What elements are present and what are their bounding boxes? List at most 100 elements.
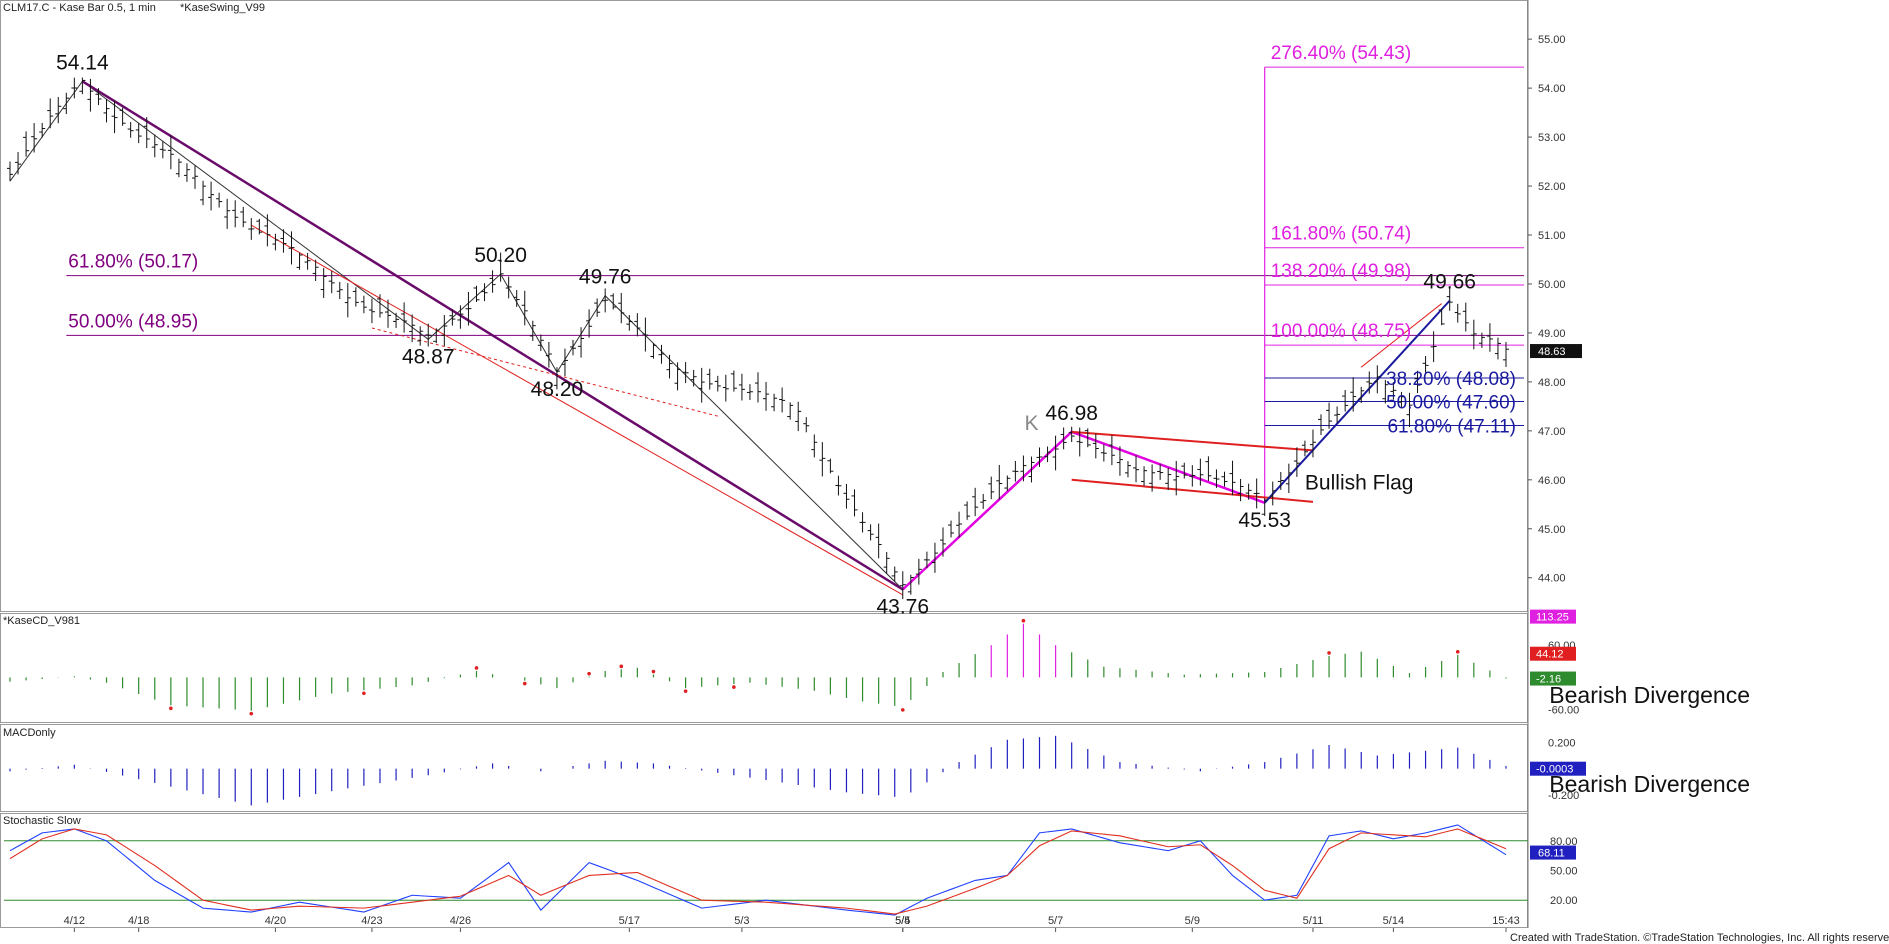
price-bar: [183, 163, 190, 182]
price-bar: [1350, 377, 1357, 412]
price-bar: [779, 387, 786, 413]
price-bar: [489, 270, 496, 293]
symbol-title: CLM17.C - Kase Bar 0.5, 1 min: [3, 2, 156, 14]
panel-frame-2: [0, 724, 1528, 812]
price-tick-label: 55.00: [1538, 34, 1566, 46]
price-bar: [1334, 406, 1341, 424]
price-bar: [714, 375, 721, 392]
price-bar: [755, 372, 761, 403]
price-tick-label: 51.00: [1538, 230, 1566, 242]
kasecd-peak-dot: [683, 689, 688, 693]
price-bar: [666, 354, 673, 379]
x-tick-label: 5/4: [895, 915, 910, 927]
study-title: *KaseSwing_V99: [180, 2, 265, 14]
macd-tick-label: 0.200: [1548, 737, 1576, 749]
price-bar: [1068, 426, 1075, 443]
downtrend-line: [81, 80, 904, 591]
price-bar: [417, 326, 424, 346]
kasecd-tick-label: -60.00: [1548, 705, 1579, 717]
price-bar: [111, 100, 118, 134]
x-tick-label: 4/12: [64, 915, 85, 927]
stochastic-line-D: [9, 828, 1507, 915]
price-bar: [143, 117, 150, 149]
price-bar: [843, 483, 850, 509]
price-bar: [827, 458, 834, 474]
price-bar: [1092, 433, 1099, 459]
price-bar: [1036, 447, 1043, 467]
x-tick-label: 5/14: [1383, 915, 1404, 927]
price-bar: [1438, 308, 1445, 326]
price-bar: [1012, 460, 1019, 482]
price-bar: [763, 381, 770, 411]
price-bar: [650, 343, 657, 359]
uptrend-line: [1263, 299, 1451, 504]
price-bar: [264, 214, 271, 247]
price-bar: [1318, 414, 1325, 436]
price-bar: [481, 283, 488, 302]
price-bar: [1100, 444, 1107, 462]
x-tick-label: 4/20: [265, 915, 286, 927]
price-bar: [795, 401, 802, 432]
x-tick-label: 4/18: [128, 915, 149, 927]
price-bar: [135, 122, 142, 144]
price-bar: [1326, 402, 1333, 429]
price-bar: [433, 328, 440, 344]
price-bar: [618, 292, 625, 324]
price-bar: [71, 77, 78, 99]
kasecd-value-label: 113.25: [1536, 612, 1569, 624]
fib-blue-label: 38.20% (48.08): [1386, 369, 1516, 390]
x-tick-label: 4/26: [450, 915, 471, 927]
swing-label: 46.98: [1045, 402, 1098, 425]
price-tick-label: 50.00: [1538, 279, 1566, 291]
fib-extension-label: 276.40% (54.43): [1271, 43, 1412, 64]
price-bar: [159, 141, 166, 159]
fibonacci-lines: [66, 66, 1524, 503]
price-bar: [634, 313, 641, 337]
price-bar: [1390, 382, 1397, 400]
price-bar: [1494, 337, 1501, 360]
kasecd-peak-dot: [1455, 650, 1460, 654]
price-bar: [497, 252, 504, 282]
price-bar: [578, 327, 585, 358]
price-bar: [79, 77, 86, 95]
price-bar: [939, 527, 946, 557]
price-bar: [1076, 427, 1083, 457]
swing-label: 49.66: [1423, 271, 1476, 294]
price-bar: [923, 551, 930, 569]
price-bar: [224, 198, 231, 229]
price-bar: [1454, 303, 1461, 323]
x-tick-label: 5/5: [895, 915, 910, 927]
panel-frame-0: [0, 0, 1528, 612]
price-bar: [706, 368, 713, 390]
price-labels: 61.80% (50.17) 50.00% (48.95) 276.40% (54.…: [56, 43, 1516, 618]
price-bar: [1229, 460, 1236, 496]
kasecd-peak-dot: [900, 708, 905, 712]
price-bar: [1044, 446, 1051, 463]
price-bars: [7, 77, 1509, 600]
price-bar: [216, 192, 223, 208]
price-bar: [570, 339, 577, 356]
kasecd-panel-title: *KaseCD_V981: [3, 615, 80, 627]
price-bar: [722, 374, 729, 402]
price-bar: [360, 295, 367, 314]
price-bar: [545, 341, 552, 368]
price-bar: [256, 218, 263, 235]
price-bar: [730, 370, 737, 392]
panel-frame-1: [0, 613, 1528, 723]
price-bar: [336, 281, 343, 300]
price-bar: [1301, 440, 1308, 457]
kasecd-peak-dot: [362, 691, 366, 696]
macd-value-label: -0.0003: [1536, 764, 1573, 776]
price-bar: [7, 161, 13, 182]
x-tick-label: 15:43: [1492, 915, 1520, 927]
price-bar: [690, 369, 697, 387]
price-bar: [513, 289, 520, 307]
price-bar: [175, 158, 182, 178]
dashed-red-line: [371, 327, 718, 417]
kasecd-divergence-annotation: Bearish Divergence: [1549, 682, 1750, 708]
price-bar: [891, 566, 898, 582]
price-bar: [1309, 429, 1316, 458]
price-bar: [1406, 392, 1413, 427]
